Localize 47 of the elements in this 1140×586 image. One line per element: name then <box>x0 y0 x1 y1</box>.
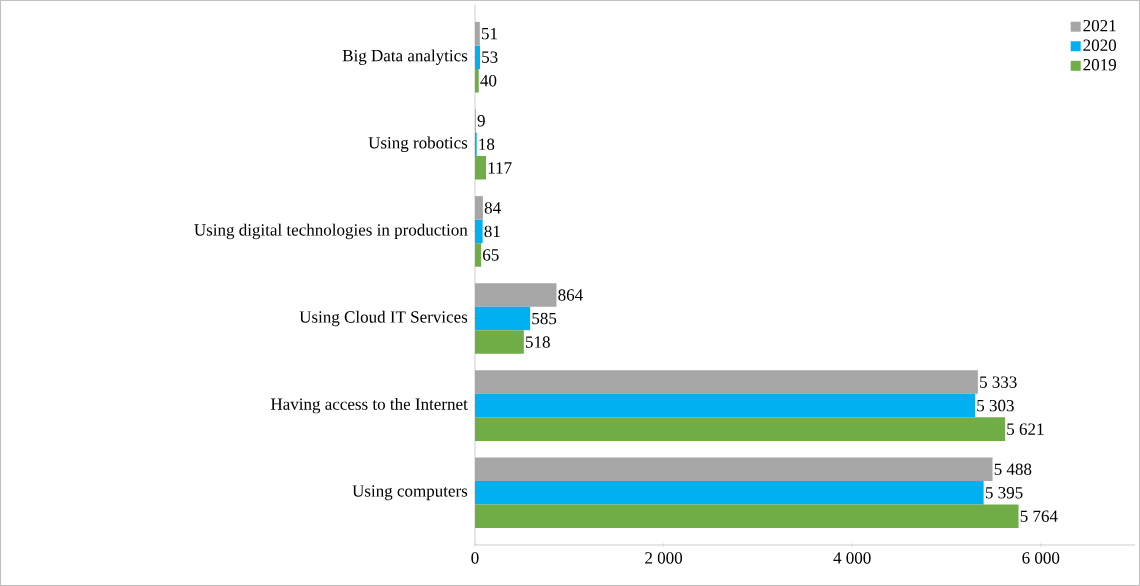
y-tick-label: Using robotics <box>368 136 468 153</box>
data-label: 5 488 <box>994 463 1032 475</box>
bar <box>474 243 482 267</box>
bar <box>474 393 976 418</box>
data-label: 18 <box>479 138 495 151</box>
bar <box>474 21 480 46</box>
bar <box>474 156 487 180</box>
bar <box>474 370 978 394</box>
bar <box>474 330 524 354</box>
data-label: 5 333 <box>980 376 1017 388</box>
data-label: 5 621 <box>1007 423 1044 435</box>
data-label: 518 <box>526 336 550 348</box>
bar <box>474 306 531 331</box>
data-label: 84 <box>484 202 501 214</box>
bar <box>474 45 480 69</box>
bar <box>474 481 984 505</box>
legend-label: 2019 <box>1083 59 1116 71</box>
x-tick-label: 0 <box>471 552 479 564</box>
bar <box>474 417 1006 441</box>
data-label: 5 764 <box>1020 510 1058 523</box>
x-tick-label: 6 000 <box>1022 552 1060 564</box>
data-label: 864 <box>558 289 583 301</box>
y-tick-label: Big Data analytics <box>342 49 468 65</box>
bar <box>474 68 479 93</box>
data-label: 9 <box>477 115 485 127</box>
y-tick-label: Having access to the Internet <box>270 397 468 414</box>
bar <box>474 457 993 482</box>
data-label: 117 <box>488 162 512 174</box>
x-tick-label: 2 000 <box>645 552 683 564</box>
bar <box>474 219 483 244</box>
data-label: 51 <box>481 28 497 40</box>
data-label: 40 <box>480 75 497 87</box>
legend-label: 2020 <box>1083 39 1117 51</box>
data-label: 585 <box>532 312 557 325</box>
bar <box>474 504 1019 529</box>
bar <box>474 283 557 307</box>
bar <box>474 196 483 220</box>
data-label: 65 <box>483 249 499 261</box>
x-tick-label: 4 000 <box>833 552 871 564</box>
data-label: 53 <box>482 51 498 63</box>
y-tick-label: Using Cloud IT Services <box>299 310 468 327</box>
y-tick-label: Using digital technologies in production <box>194 223 468 240</box>
legend-label: 2021 <box>1083 19 1116 32</box>
data-label: 5 395 <box>985 487 1023 499</box>
data-label: 81 <box>484 225 500 238</box>
data-label: 5 303 <box>977 399 1014 412</box>
y-tick-label: Using computers <box>352 485 468 501</box>
